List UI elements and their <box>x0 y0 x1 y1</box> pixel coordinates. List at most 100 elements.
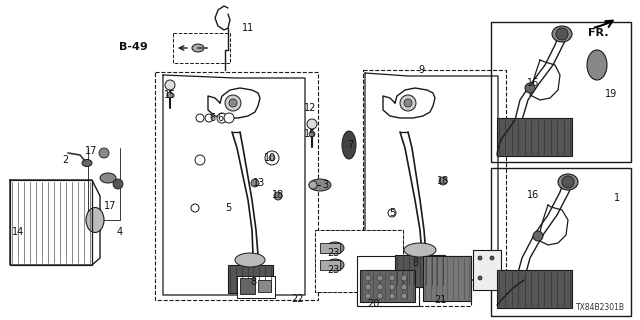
Bar <box>357 256 471 306</box>
Circle shape <box>562 176 574 188</box>
Bar <box>497 118 572 156</box>
Circle shape <box>307 119 317 129</box>
Bar <box>258 280 271 292</box>
Ellipse shape <box>235 253 265 267</box>
Circle shape <box>365 275 371 281</box>
Circle shape <box>225 95 241 111</box>
Bar <box>155 72 318 300</box>
Text: 17: 17 <box>85 146 97 156</box>
Text: 3: 3 <box>322 180 328 190</box>
Text: 2: 2 <box>62 155 68 165</box>
Text: 6: 6 <box>217 113 223 123</box>
Circle shape <box>165 80 175 90</box>
Text: 8: 8 <box>412 258 418 268</box>
Text: 7: 7 <box>347 140 353 150</box>
Text: 4: 4 <box>117 227 123 237</box>
Bar <box>173 33 230 63</box>
Bar <box>497 270 572 308</box>
Text: 13: 13 <box>253 178 265 188</box>
Bar <box>473 250 501 290</box>
Text: 19: 19 <box>605 89 617 99</box>
Circle shape <box>400 95 416 111</box>
Circle shape <box>533 231 543 241</box>
Circle shape <box>478 276 482 280</box>
Circle shape <box>365 293 371 299</box>
Circle shape <box>191 204 199 212</box>
Text: B-49: B-49 <box>119 42 148 52</box>
Ellipse shape <box>309 179 331 191</box>
Text: 16: 16 <box>527 190 539 200</box>
Circle shape <box>389 284 395 290</box>
Bar <box>240 278 255 294</box>
Text: 18: 18 <box>272 190 284 200</box>
Text: 6: 6 <box>209 113 215 123</box>
Circle shape <box>196 114 204 122</box>
Text: 12: 12 <box>304 103 316 113</box>
Bar <box>423 256 471 301</box>
Text: 16: 16 <box>527 78 539 88</box>
Circle shape <box>404 99 412 107</box>
Bar <box>491 168 631 316</box>
Circle shape <box>401 275 407 281</box>
Circle shape <box>113 179 123 189</box>
Ellipse shape <box>342 131 356 159</box>
Ellipse shape <box>86 207 104 233</box>
Text: 1: 1 <box>614 193 620 203</box>
Text: 5: 5 <box>225 203 231 213</box>
Circle shape <box>217 113 227 123</box>
Circle shape <box>224 113 234 123</box>
Text: 23: 23 <box>327 265 339 275</box>
Bar <box>360 270 415 302</box>
Bar <box>315 230 403 292</box>
Text: FR.: FR. <box>588 28 608 38</box>
Circle shape <box>401 293 407 299</box>
Text: 8: 8 <box>250 277 256 287</box>
Circle shape <box>309 131 315 137</box>
Ellipse shape <box>404 243 436 257</box>
Ellipse shape <box>558 174 578 190</box>
Bar <box>363 70 506 287</box>
Circle shape <box>478 256 482 260</box>
Text: TX84B2301B: TX84B2301B <box>576 303 625 312</box>
Bar <box>357 256 419 306</box>
Circle shape <box>251 179 259 187</box>
Circle shape <box>525 83 535 93</box>
Bar <box>237 276 275 298</box>
Text: 15: 15 <box>164 90 176 100</box>
Circle shape <box>377 293 383 299</box>
Text: 5: 5 <box>389 208 395 218</box>
Circle shape <box>377 275 383 281</box>
Text: 14: 14 <box>12 227 24 237</box>
Circle shape <box>365 284 371 290</box>
Circle shape <box>269 155 275 161</box>
Circle shape <box>490 256 494 260</box>
Text: 18: 18 <box>437 176 449 186</box>
Ellipse shape <box>326 259 344 271</box>
Bar <box>315 230 403 292</box>
Circle shape <box>439 177 447 185</box>
Circle shape <box>167 92 173 98</box>
Circle shape <box>401 284 407 290</box>
Text: 21: 21 <box>434 295 446 305</box>
Circle shape <box>265 151 279 165</box>
Circle shape <box>99 148 109 158</box>
Text: 11: 11 <box>242 23 254 33</box>
Ellipse shape <box>326 242 344 254</box>
Bar <box>491 22 631 162</box>
Bar <box>320 260 340 270</box>
Circle shape <box>377 284 383 290</box>
Bar <box>228 265 273 293</box>
Circle shape <box>205 114 213 122</box>
Circle shape <box>229 99 237 107</box>
Ellipse shape <box>100 173 116 183</box>
Circle shape <box>556 28 568 40</box>
Text: 15: 15 <box>304 129 316 139</box>
Bar <box>10 180 92 265</box>
Circle shape <box>389 275 395 281</box>
Bar <box>320 243 340 253</box>
Text: 17: 17 <box>104 201 116 211</box>
Text: 9: 9 <box>418 65 424 75</box>
Circle shape <box>388 209 396 217</box>
Circle shape <box>309 181 317 189</box>
Circle shape <box>195 155 205 165</box>
